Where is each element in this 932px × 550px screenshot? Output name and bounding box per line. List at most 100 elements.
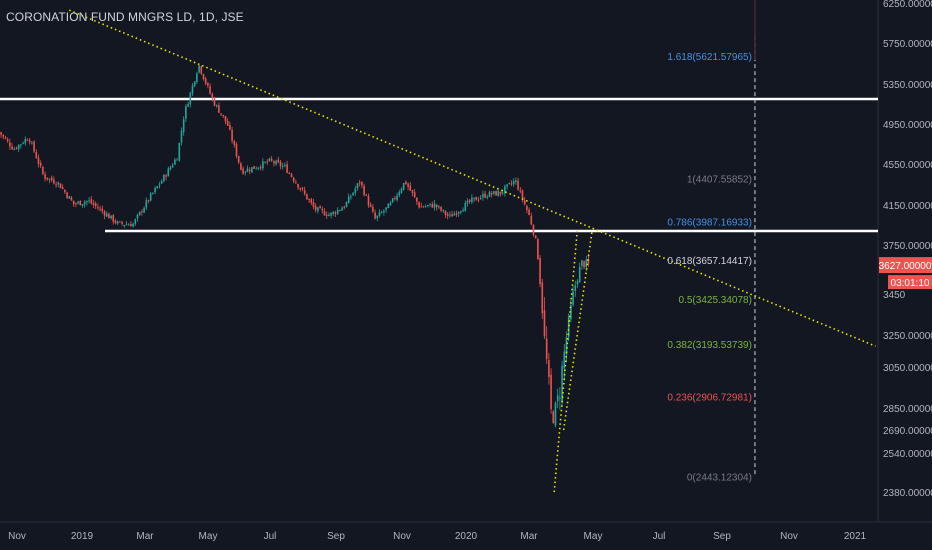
candle-body: [6, 139, 9, 141]
candles: [0, 64, 590, 428]
candle-body: [585, 259, 588, 267]
price-tick-label: 4150.00000: [883, 201, 932, 212]
candle-body: [581, 260, 583, 266]
candle-body: [204, 78, 207, 84]
candle-body: [94, 203, 97, 207]
candle-body: [26, 139, 29, 141]
candle-body: [534, 235, 537, 239]
candle-body: [77, 201, 79, 204]
candle-body: [125, 224, 128, 226]
candle-body: [339, 210, 341, 212]
candle-body: [215, 105, 218, 107]
candle-body: [510, 183, 513, 185]
fib-level-label: 0.786(3987.16933): [667, 217, 752, 228]
candle-body: [286, 164, 288, 173]
candle-body: [143, 207, 145, 213]
candle-body: [479, 197, 482, 199]
grid: [0, 0, 932, 523]
candle-body: [127, 224, 130, 226]
candle-body: [446, 214, 449, 216]
candle-body: [471, 197, 473, 203]
candle-body: [130, 224, 132, 227]
candle-body: [449, 214, 451, 216]
candle-body: [396, 195, 398, 200]
candle-body: [361, 181, 363, 186]
price-axis[interactable]: 6250.00000 5750.00000 5350.00000 4950.00000…: [883, 0, 932, 499]
candle-body: [427, 205, 429, 207]
candle-body: [196, 73, 198, 83]
candle-body: [517, 180, 519, 190]
candle-body: [523, 200, 526, 205]
candle-body: [116, 221, 119, 224]
candle-body: [389, 202, 392, 205]
candle-body: [550, 374, 552, 410]
candle-body: [264, 161, 266, 163]
time-axis[interactable]: Nov 2019 Mar May Jul Sep Nov 2020 Mar May Jul Sep No…: [8, 531, 866, 542]
candle-body: [312, 202, 315, 207]
candle-body: [358, 182, 361, 184]
candle-body: [165, 175, 167, 177]
fibonacci-levels[interactable]: 1.618(5621.57965) 1(4407.55852) 0.786(3987…: [667, 0, 756, 484]
candle-body: [477, 199, 480, 201]
candle-body: [528, 209, 530, 216]
candle-body: [35, 152, 38, 159]
candle-body: [411, 190, 414, 193]
candle-body: [552, 411, 555, 424]
countdown-badge: [888, 275, 932, 290]
candle-body: [68, 196, 71, 199]
time-tick-label: May: [584, 531, 603, 542]
candle-body: [314, 205, 317, 211]
candle-body: [347, 196, 350, 204]
candle-body: [341, 208, 343, 211]
candle-body: [559, 397, 561, 399]
candle-body: [66, 192, 68, 198]
candle-body: [185, 106, 187, 119]
candle-body: [409, 185, 412, 191]
trendlines[interactable]: [68, 9, 876, 493]
candle-body: [356, 183, 359, 189]
candle-body: [398, 192, 401, 196]
candle-body: [2, 135, 5, 137]
candle-body: [442, 209, 445, 211]
candle-body: [490, 193, 493, 195]
candle-body: [440, 206, 442, 211]
candle-body: [504, 186, 506, 194]
candle-body: [33, 141, 35, 152]
candle-body: [86, 201, 88, 203]
price-tick-label: 2850.00000: [883, 404, 932, 415]
candle-body: [152, 192, 154, 194]
candle-body: [253, 166, 255, 169]
candle-body: [275, 160, 277, 165]
fib-level-label: 0.618(3657.14417): [667, 256, 752, 267]
candle-body: [336, 209, 339, 214]
candle-body: [380, 212, 383, 214]
candle-body: [290, 173, 293, 177]
candle-body: [211, 93, 214, 99]
time-tick-label: Sep: [327, 531, 345, 542]
candle-body: [418, 202, 420, 208]
time-tick-label: 2020: [455, 531, 478, 542]
candle-body: [119, 221, 121, 223]
candle-body: [330, 212, 332, 216]
candle-body: [90, 199, 93, 204]
time-tick-label: Mar: [520, 531, 538, 542]
candle-body: [158, 184, 161, 186]
price-tick-label: 3750.00000: [883, 241, 932, 252]
candle-body: [213, 98, 216, 106]
candle-body: [11, 146, 13, 150]
horizontal-lines[interactable]: [0, 97, 878, 233]
candle-body: [277, 159, 280, 163]
candle-body: [101, 208, 104, 212]
candle-body: [200, 66, 203, 74]
candle-body: [567, 316, 570, 337]
candle-body: [112, 215, 115, 222]
candle-body: [345, 202, 348, 207]
price-tick-label: 2690.00000: [883, 426, 932, 437]
candle-body: [563, 351, 566, 369]
candle-body: [343, 207, 346, 209]
candle-body: [0, 132, 2, 135]
candle-body: [270, 158, 273, 161]
candle-body: [407, 183, 409, 187]
candle-body: [46, 177, 49, 180]
